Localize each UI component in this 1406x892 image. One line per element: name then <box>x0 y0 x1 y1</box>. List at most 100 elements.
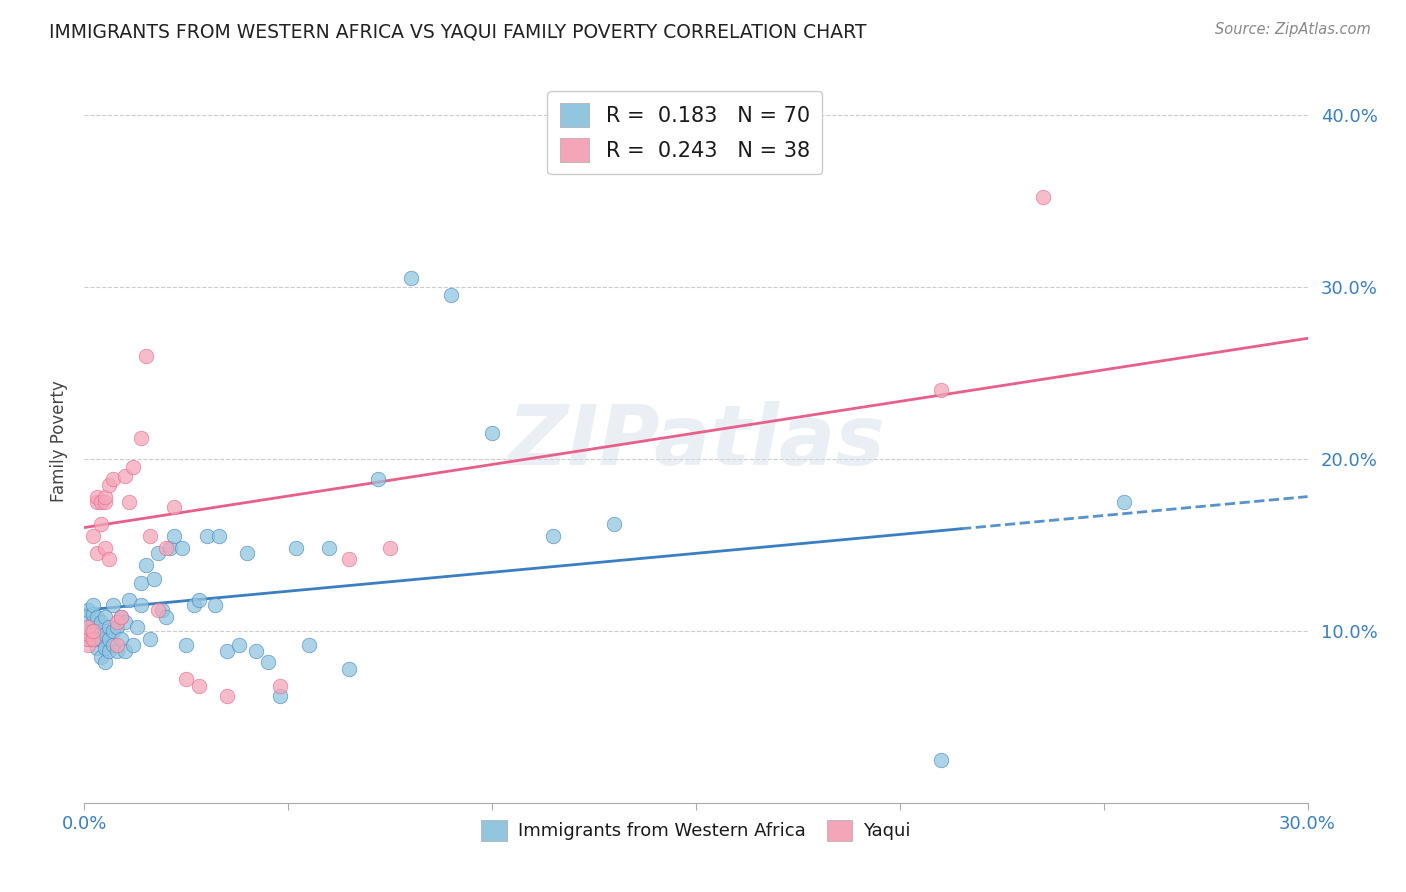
Point <box>114 469 136 483</box>
Point <box>127 620 149 634</box>
Point <box>77 632 100 647</box>
Legend: Immigrants from Western Africa, Yaqui: Immigrants from Western Africa, Yaqui <box>474 813 918 848</box>
Point <box>131 598 153 612</box>
Point <box>97 620 120 634</box>
Point <box>82 624 104 638</box>
Point <box>159 541 181 556</box>
Point <box>146 603 169 617</box>
Point <box>97 632 120 647</box>
Point <box>228 638 250 652</box>
Point <box>110 632 132 647</box>
Point <box>245 644 267 658</box>
Point <box>1114 494 1136 508</box>
Point <box>90 649 112 664</box>
Point <box>77 603 100 617</box>
Point <box>82 624 104 638</box>
Point <box>172 541 194 556</box>
Point <box>187 679 209 693</box>
Point <box>86 490 108 504</box>
Point <box>163 529 186 543</box>
Point <box>93 627 115 641</box>
Point <box>380 541 402 556</box>
Point <box>110 610 132 624</box>
Point <box>97 551 120 566</box>
Point <box>298 638 321 652</box>
Point <box>174 638 197 652</box>
Point <box>195 529 218 543</box>
Point <box>236 546 259 560</box>
Point <box>86 546 108 560</box>
Point <box>122 638 145 652</box>
Text: ZIPatlas: ZIPatlas <box>508 401 884 482</box>
Point <box>105 620 128 634</box>
Point <box>97 477 120 491</box>
Point <box>204 598 226 612</box>
Point <box>929 383 952 397</box>
Point <box>603 517 626 532</box>
Point <box>122 460 145 475</box>
Point <box>269 689 291 703</box>
Point <box>1032 190 1054 204</box>
Point <box>82 615 104 630</box>
Point <box>77 620 100 634</box>
Point <box>90 494 112 508</box>
Point <box>90 517 112 532</box>
Point <box>93 610 115 624</box>
Point <box>187 592 209 607</box>
Point <box>90 632 112 647</box>
Point <box>82 607 104 621</box>
Point <box>131 575 153 590</box>
Point <box>114 615 136 630</box>
Point <box>155 610 177 624</box>
Point <box>118 592 141 607</box>
Y-axis label: Family Poverty: Family Poverty <box>49 381 67 502</box>
Point <box>318 541 340 556</box>
Point <box>86 640 108 655</box>
Point <box>77 638 100 652</box>
Point <box>146 546 169 560</box>
Point <box>77 632 100 647</box>
Point <box>110 610 132 624</box>
Text: IMMIGRANTS FROM WESTERN AFRICA VS YAQUI FAMILY POVERTY CORRELATION CHART: IMMIGRANTS FROM WESTERN AFRICA VS YAQUI … <box>49 22 866 41</box>
Text: Source: ZipAtlas.com: Source: ZipAtlas.com <box>1215 22 1371 37</box>
Point <box>138 529 160 543</box>
Point <box>208 529 231 543</box>
Point <box>150 603 173 617</box>
Point <box>77 627 100 641</box>
Point <box>285 541 308 556</box>
Point <box>82 529 104 543</box>
Point <box>135 558 157 573</box>
Point <box>183 598 205 612</box>
Point <box>217 689 239 703</box>
Point <box>269 679 291 693</box>
Point <box>93 494 115 508</box>
Point <box>131 431 153 445</box>
Point <box>135 349 157 363</box>
Point <box>257 655 280 669</box>
Point <box>93 640 115 655</box>
Point <box>155 541 177 556</box>
Point <box>105 638 128 652</box>
Point <box>93 655 115 669</box>
Point <box>481 425 503 440</box>
Point <box>90 615 112 630</box>
Point <box>339 662 361 676</box>
Point <box>101 624 124 638</box>
Point <box>339 551 361 566</box>
Point <box>118 494 141 508</box>
Point <box>174 672 197 686</box>
Point <box>543 529 565 543</box>
Point <box>101 638 124 652</box>
Point <box>105 615 128 630</box>
Point <box>217 644 239 658</box>
Point <box>86 632 108 647</box>
Point <box>82 598 104 612</box>
Point <box>101 598 124 612</box>
Point <box>142 572 165 586</box>
Point <box>101 472 124 486</box>
Point <box>440 288 463 302</box>
Point <box>105 644 128 658</box>
Point <box>93 541 115 556</box>
Point <box>82 632 104 647</box>
Point <box>82 632 104 647</box>
